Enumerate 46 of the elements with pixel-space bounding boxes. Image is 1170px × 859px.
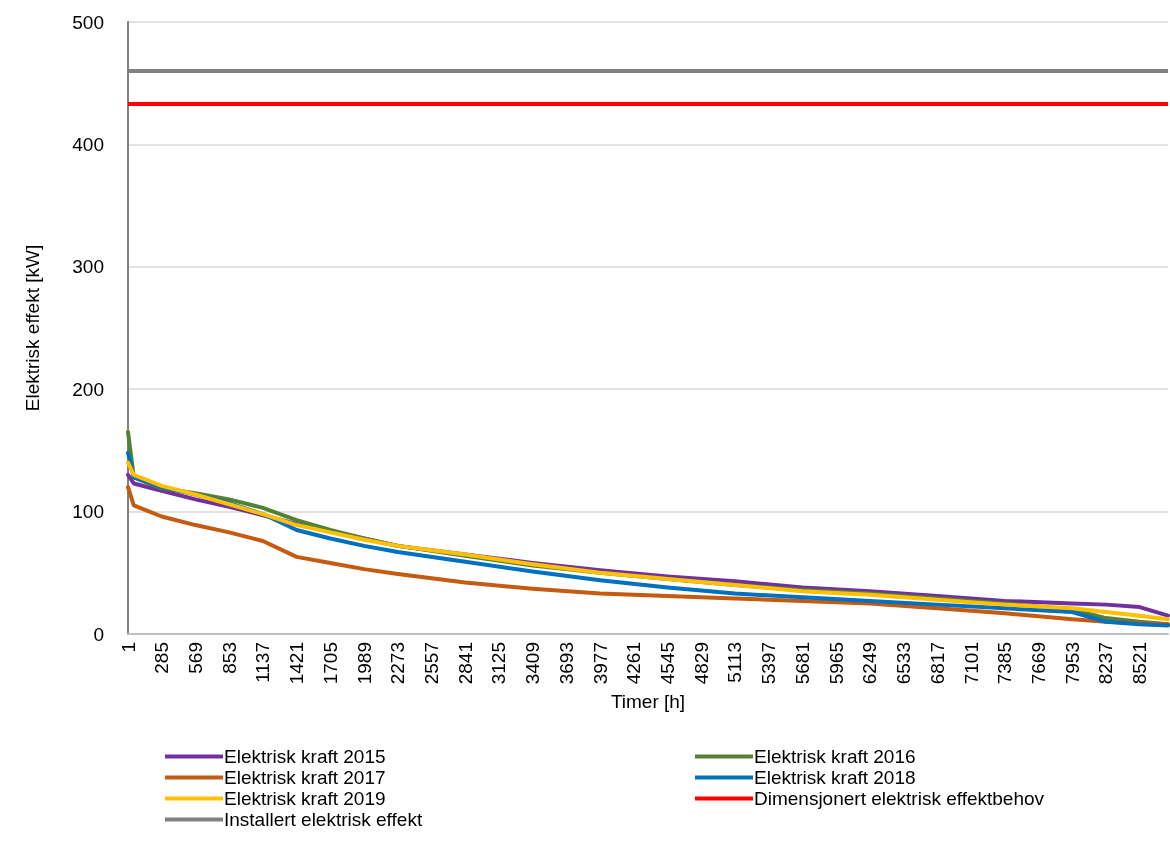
x-tick-label: 6249 [859,642,881,685]
x-tick-label: 7953 [1061,642,1083,685]
x-tick-label: 8521 [1129,642,1151,685]
legend-label: Elektrisk kraft 2015 [224,746,386,767]
x-tick-label: 2557 [420,642,442,685]
x-tick-label: 569 [184,642,206,674]
y-tick-label: 500 [72,11,104,33]
legend-label: Elektrisk kraft 2017 [224,767,386,788]
x-tick-label: 1 [117,642,139,653]
y-tick-label: 400 [72,133,104,155]
x-tick-label: 4261 [623,642,645,685]
x-tick-label: 1989 [353,642,375,685]
x-tick-label: 5397 [758,642,780,685]
x-tick-label: 285 [151,642,173,674]
legend-label: Elektrisk kraft 2019 [224,788,386,809]
x-tick-label: 7385 [994,642,1016,685]
x-tick-label: 2841 [454,642,476,685]
x-tick-label: 5113 [724,642,746,683]
legend-label: Dimensjonert elektrisk effektbehov [754,788,1045,809]
x-tick-label: 3125 [488,642,510,685]
x-tick-label: 7669 [1027,642,1049,685]
x-tick-label: 4829 [690,642,712,685]
y-axis-title: Elektrisk effekt [kW] [22,244,43,412]
y-tick-label: 200 [72,378,104,400]
legend-label: Elektrisk kraft 2018 [754,767,916,788]
y-tick-label: 100 [72,501,104,523]
x-tick-label: 6533 [893,642,915,685]
x-tick-label: 1137 [252,642,274,683]
legend-label: Elektrisk kraft 2016 [754,746,916,767]
x-tick-label: 5965 [825,642,847,685]
x-tick-label: 1421 [286,642,308,685]
x-tick-label: 853 [218,642,240,674]
legend-label: Installert elektrisk effekt [224,809,423,830]
x-tick-label: 7101 [960,642,982,685]
y-tick-label: 300 [72,256,104,278]
x-tick-label: 1705 [319,642,341,685]
x-tick-label: 3977 [589,642,611,685]
x-tick-label: 5681 [791,642,813,685]
x-axis-title: Timer [h] [610,691,686,713]
x-tick-label: 6817 [926,642,948,685]
x-tick-label: 2273 [387,642,409,685]
x-tick-label: 4545 [657,642,679,685]
x-tick-label: 3693 [555,642,577,685]
x-tick-label: 3409 [522,642,544,685]
y-tick-label: 0 [93,623,104,645]
x-tick-label: 8237 [1095,642,1117,685]
